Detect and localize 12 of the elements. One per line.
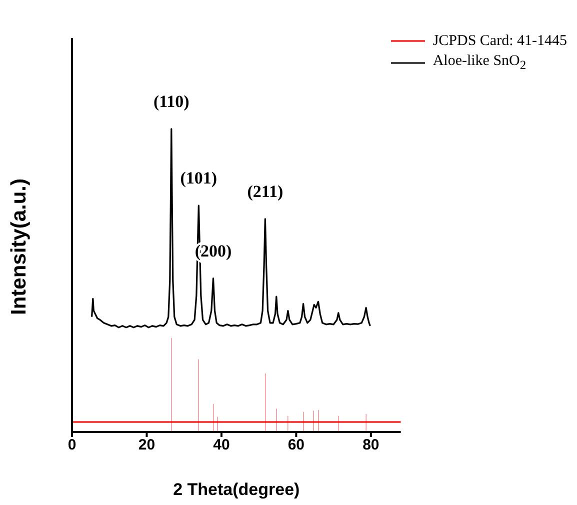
annotation: (101) bbox=[180, 168, 218, 188]
y-axis-title: Intensity(a.u.) bbox=[7, 178, 30, 315]
annotation: (211) bbox=[247, 182, 284, 201]
x-tick-label: 40 bbox=[213, 436, 230, 454]
legend-label: Aloe-like SnO$_{2}$ bbox=[432, 53, 526, 72]
legend-label: JCPDS Card: 41-1445 bbox=[432, 32, 567, 48]
x-tick-label: 20 bbox=[138, 436, 156, 454]
x-tick-label: 60 bbox=[288, 436, 305, 454]
x-axis-title: 2 Theta(degree) bbox=[173, 480, 300, 499]
x-tick-label: 0 bbox=[68, 436, 76, 454]
annotation: (110) bbox=[153, 92, 190, 111]
x-tick-label: 80 bbox=[362, 436, 380, 454]
